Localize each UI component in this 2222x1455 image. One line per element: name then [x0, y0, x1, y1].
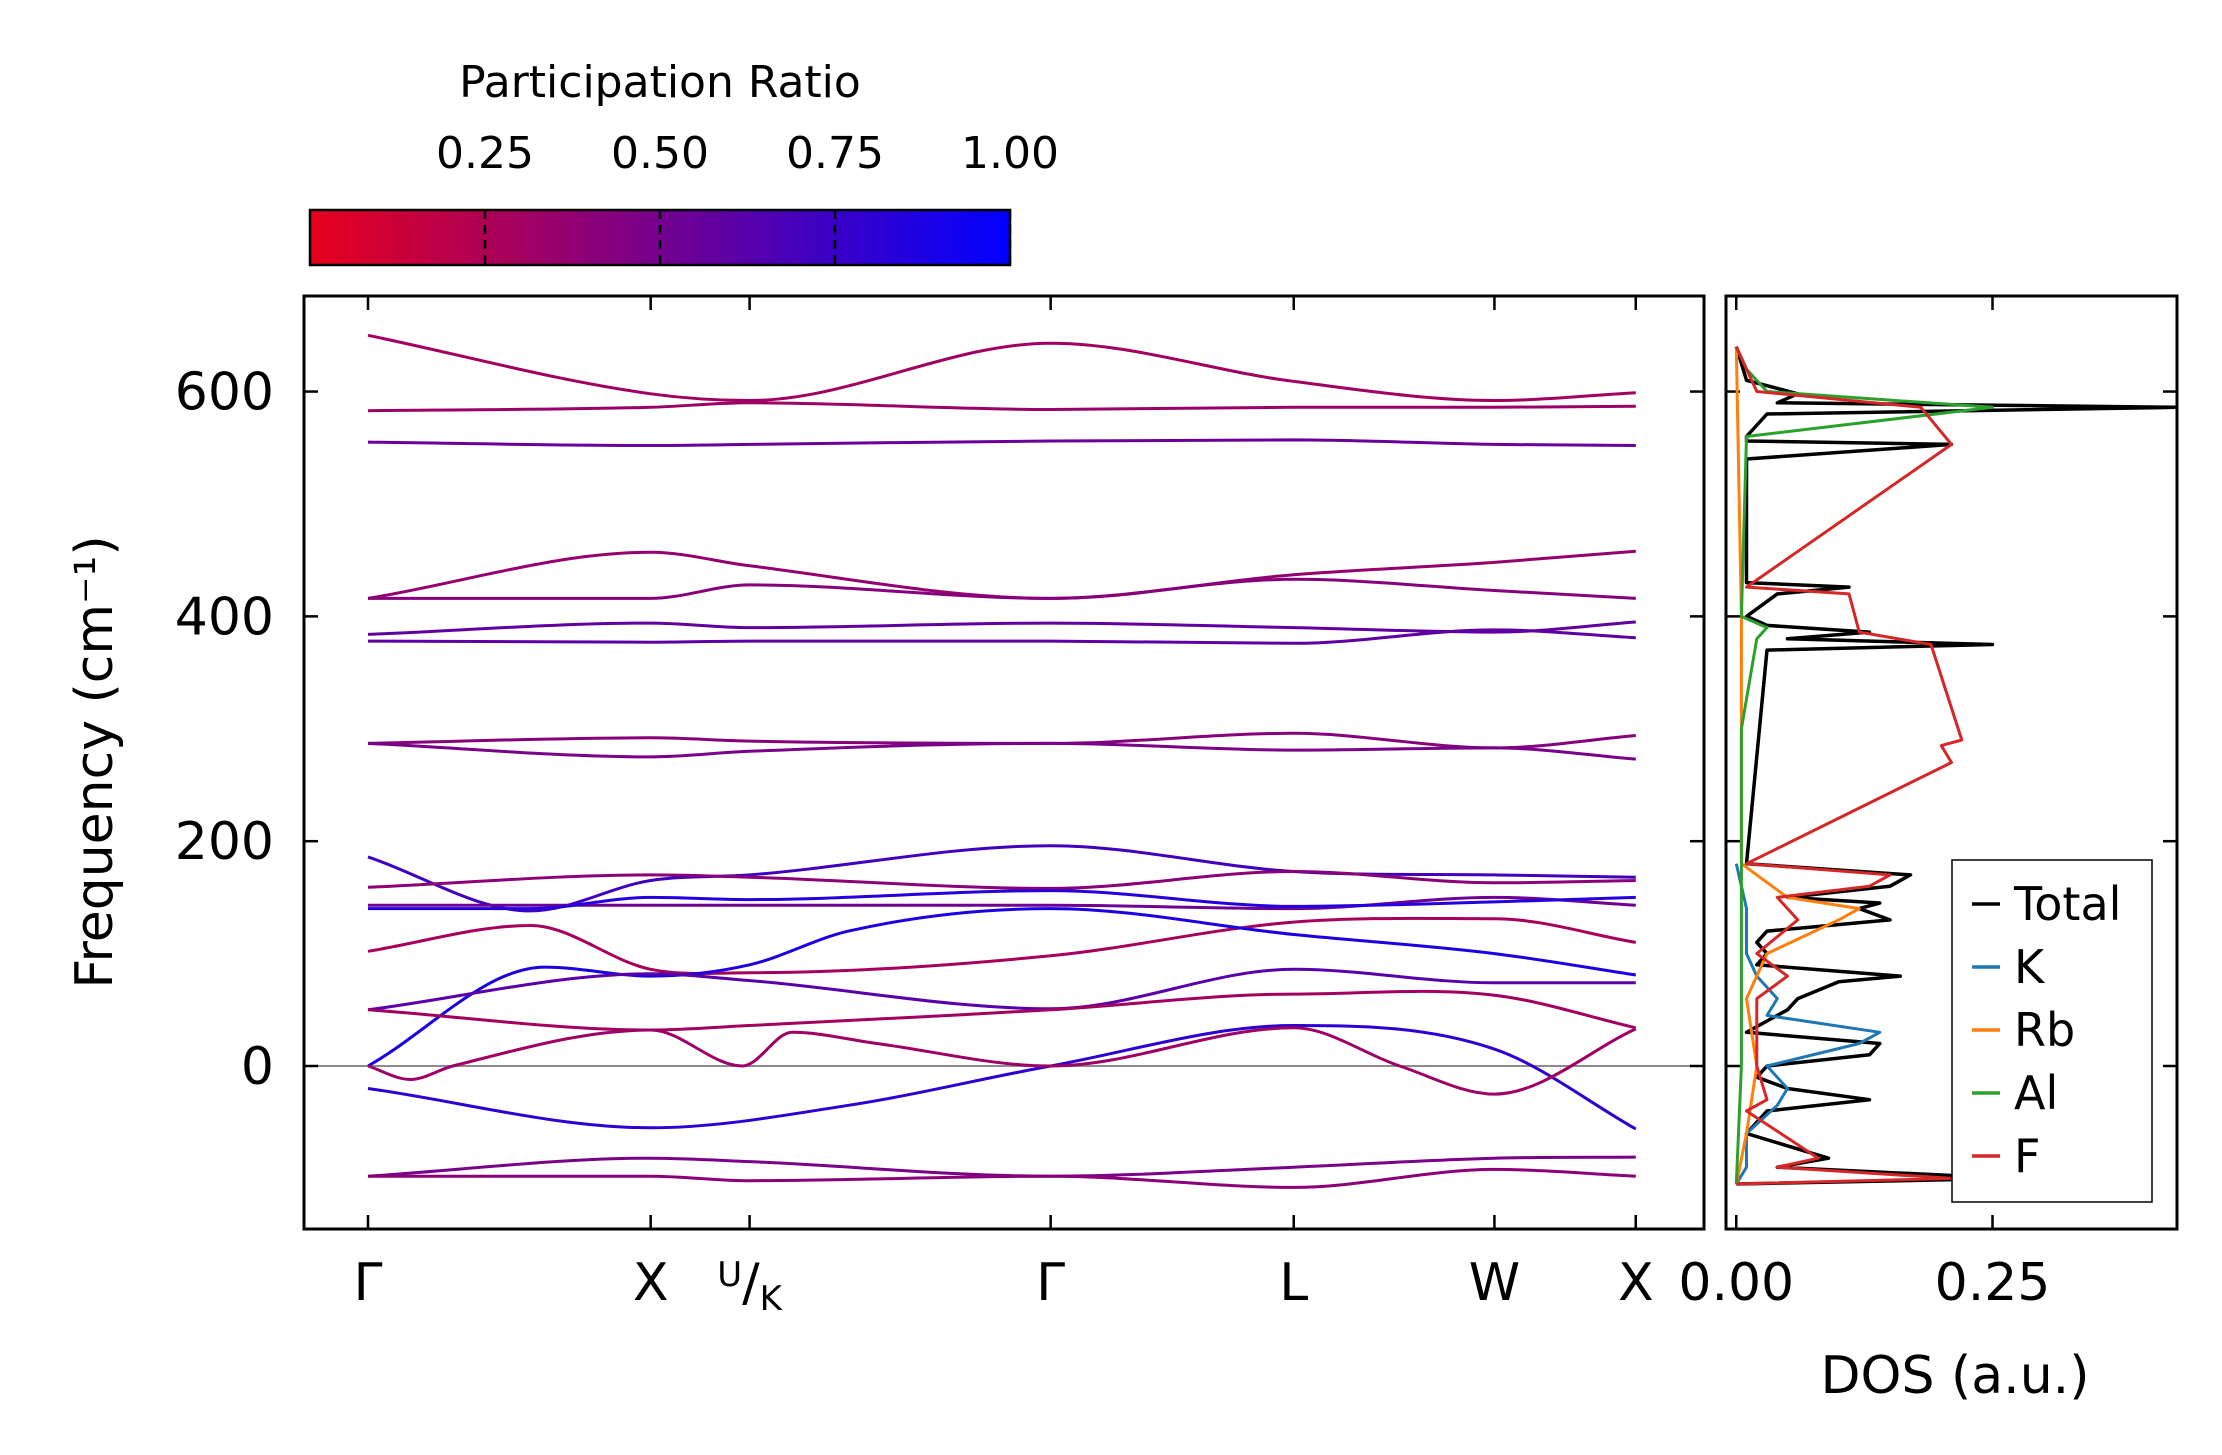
- high-symmetry-label: X: [633, 1253, 669, 1313]
- high-symmetry-label: Γ: [354, 1253, 383, 1313]
- dos-panel-frame: [1724, 294, 2179, 1231]
- dos-tick-label: 0.00: [1678, 1253, 1794, 1313]
- band-line: [368, 577, 1636, 600]
- band-line: [367, 438, 1636, 448]
- colorbar-tick-label: 0.25: [436, 128, 534, 179]
- dos-axis-ticks: 0.00 0.25: [1678, 296, 2050, 1313]
- high-symmetry-label: L: [1279, 1253, 1308, 1313]
- dos-lines: [1734, 345, 2177, 1186]
- band-lines: [367, 333, 1637, 1189]
- band-line: [367, 989, 1637, 1032]
- band-line: [367, 549, 1636, 600]
- frequency-tick-label: 600: [175, 363, 274, 423]
- legend-label: Total: [2013, 877, 2121, 931]
- high-symmetry-label: X: [1618, 1253, 1654, 1313]
- band-panel-frame: [302, 294, 1706, 1231]
- high-symmetry-label: W: [1469, 1253, 1520, 1313]
- high-symmetry-label: Γ: [1036, 1253, 1065, 1313]
- colorbar: Participation Ratio 0.25 0.50 0.75 1.00: [308, 57, 1059, 267]
- legend-label: F: [2014, 1129, 2040, 1183]
- frequency-axis-ticks: 0 200 400 600: [175, 363, 2177, 1097]
- band-line: [367, 620, 1636, 636]
- band-line: [367, 1167, 1636, 1189]
- band-structure-panel: Γ X U/K Γ L W X 0 200 400 600 Frequency (cm⁻¹): [65, 294, 2177, 1319]
- high-symmetry-label: U/K: [717, 1253, 783, 1319]
- band-line: [367, 967, 1636, 1012]
- dos-tick-label: 0.25: [1935, 1253, 2051, 1313]
- band-line: [367, 628, 1636, 645]
- legend-label: Rb: [2014, 1003, 2075, 1057]
- band-line: [367, 741, 1636, 761]
- colorbar-ticks: 0.25 0.50 0.75 1.00: [436, 128, 1059, 265]
- dos-x-axis-title: DOS (a.u.): [1821, 1346, 2090, 1406]
- frequency-tick-label: 400: [175, 587, 274, 647]
- band-line: [367, 1026, 1637, 1096]
- high-symmetry-ticks: Γ X U/K Γ L W X: [354, 296, 1654, 1319]
- band-line: [367, 916, 1637, 975]
- band-line: [368, 889, 1636, 911]
- colorbar-tick-label: 0.50: [611, 128, 709, 179]
- band-line: [367, 907, 1637, 1068]
- band-line: [367, 731, 1636, 750]
- dos-line-k: [1734, 863, 1882, 1185]
- dos-panel: 0.00 0.25 DOS (a.u.) Total K Rb Al F: [1678, 294, 2179, 1406]
- colorbar-title: Participation Ratio: [459, 57, 861, 108]
- legend-label: Al: [2014, 1066, 2058, 1120]
- legend-label: K: [2014, 940, 2046, 994]
- band-line: [368, 895, 1636, 911]
- dos-line-f: [1734, 345, 1964, 1186]
- dos-legend: Total K Rb Al F: [1951, 859, 2153, 1203]
- colorbar-tick-label: 0.75: [786, 128, 884, 179]
- colorbar-tick-label: 1.00: [961, 128, 1059, 179]
- band-line: [367, 401, 1636, 413]
- y-axis-title: Frequency (cm⁻¹): [65, 535, 125, 988]
- band-line: [367, 869, 1636, 890]
- frequency-tick-label: 0: [241, 1037, 274, 1097]
- band-line: [367, 844, 1636, 913]
- frequency-tick-label: 200: [175, 812, 274, 872]
- band-line: [367, 333, 1636, 403]
